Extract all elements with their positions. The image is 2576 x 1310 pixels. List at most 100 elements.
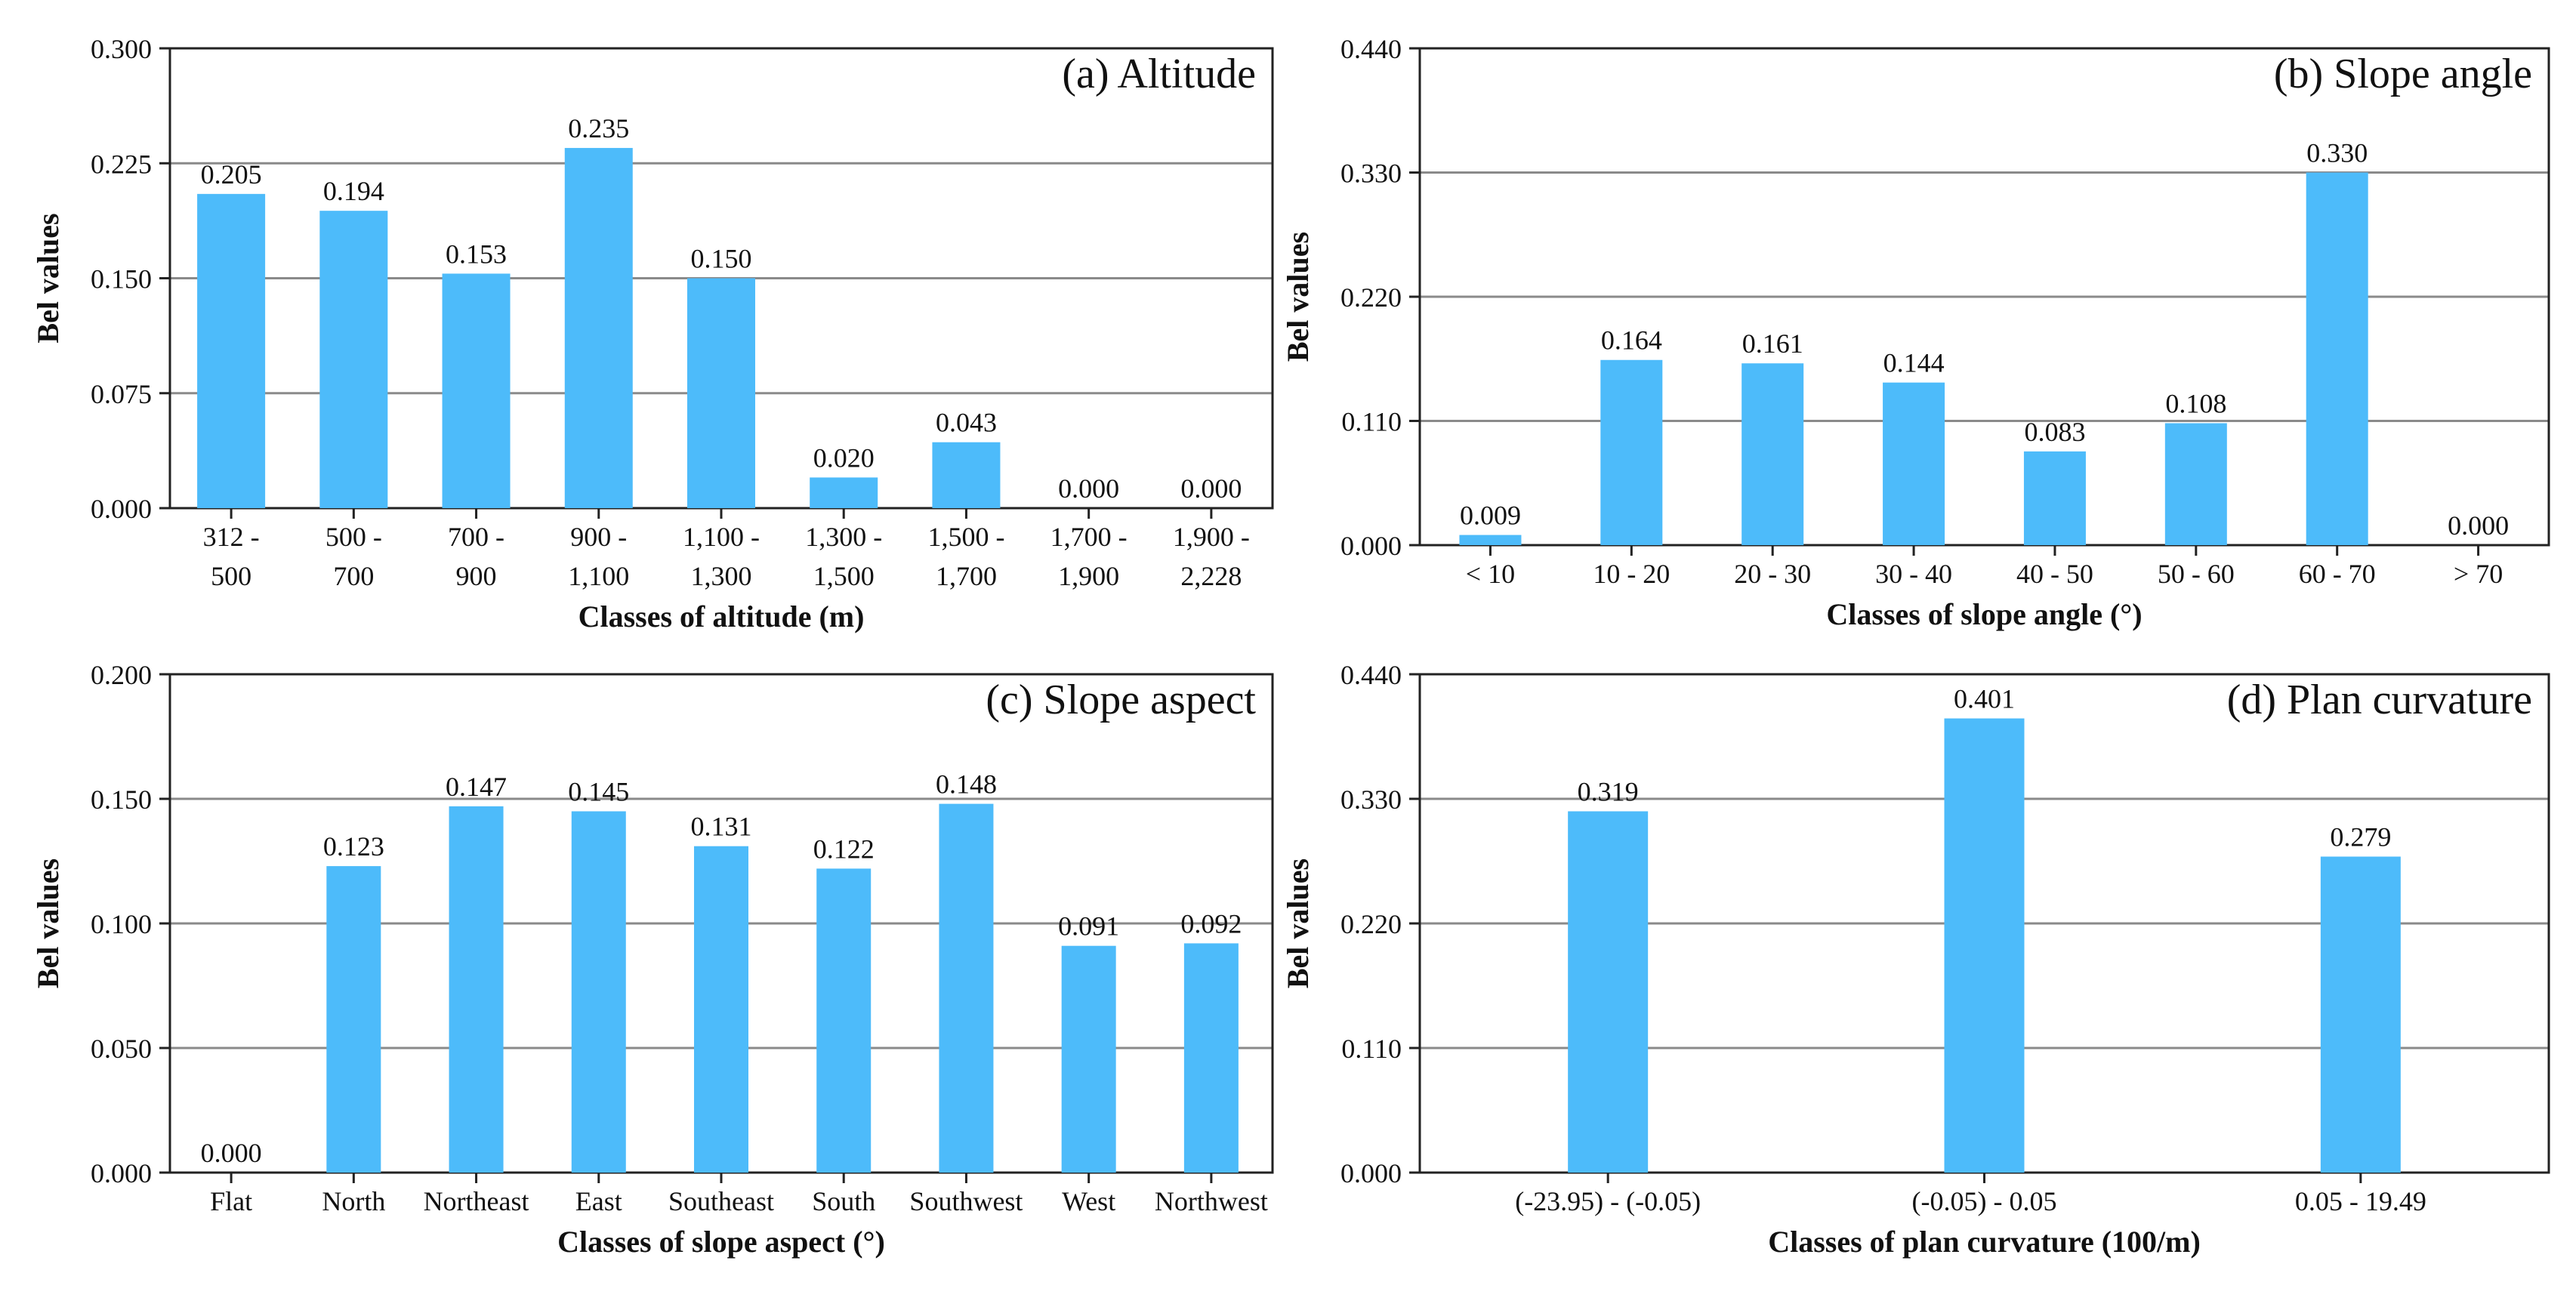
- bar: [442, 273, 511, 508]
- bar: [939, 803, 994, 1173]
- y-axis-label: Bel values: [1281, 232, 1315, 362]
- data-label: 0.122: [813, 834, 875, 864]
- y-tick-label: 0.075: [91, 379, 152, 409]
- x-tick-label: 10 - 20: [1593, 559, 1670, 589]
- panel-title: (d) Plan curvature: [2227, 677, 2532, 723]
- x-axis-label: Classes of slope aspect (°): [557, 1225, 885, 1259]
- bar: [571, 811, 626, 1173]
- x-tick-label: (-23.95) - (-0.05): [1515, 1186, 1701, 1216]
- y-tick-label: 0.050: [91, 1034, 152, 1064]
- x-tick-label: 1,700 -: [1050, 522, 1128, 552]
- data-label: 0.020: [813, 442, 875, 473]
- x-tick-label: 1,900: [1058, 561, 1119, 591]
- x-tick-label: 1,100: [568, 561, 629, 591]
- bar: [2023, 451, 2086, 545]
- y-tick-label: 0.330: [1340, 784, 1402, 815]
- panel-title: (a) Altitude: [1062, 51, 1256, 97]
- x-tick-label: (-0.05) - 0.05: [1912, 1186, 2057, 1216]
- data-label: 0.043: [936, 408, 997, 438]
- chart-panel-2: 0.000 0.050 0.100 0.150 0.200 0.000 Flat 0.123 N…: [31, 660, 1274, 1259]
- x-tick-label: 30 - 40: [1875, 559, 1952, 589]
- bar: [932, 442, 1001, 508]
- bar: [2306, 172, 2368, 545]
- x-axis-label: Classes of slope angle (°): [1826, 597, 2142, 631]
- bar: [1944, 718, 2025, 1173]
- y-tick-label: 0.225: [91, 149, 152, 179]
- y-tick-label: 0.150: [91, 784, 152, 815]
- chart-panel-0: 0.000 0.075 0.150 0.225 0.300 0.205 312 - 500 0.…: [31, 34, 1274, 633]
- data-label: 0.131: [691, 812, 752, 842]
- bar: [1600, 359, 1663, 545]
- y-tick-label: 0.100: [91, 909, 152, 939]
- bar: [1459, 535, 1522, 545]
- data-label: 0.235: [568, 113, 629, 143]
- data-label: 0.401: [1954, 684, 2015, 714]
- data-label: 0.000: [1058, 473, 1119, 504]
- data-label: 0.123: [323, 831, 384, 862]
- data-label: 0.194: [323, 176, 384, 206]
- x-tick-label: Southwest: [909, 1186, 1023, 1216]
- bar: [449, 806, 504, 1173]
- x-tick-label: 500: [211, 561, 251, 591]
- x-tick-label: South: [812, 1186, 875, 1216]
- panel-title: (b) Slope angle: [2274, 51, 2532, 97]
- x-tick-label: Flat: [210, 1186, 252, 1216]
- panel-title: (c) Slope aspect: [986, 677, 1256, 723]
- y-tick-label: 0.110: [1341, 407, 1402, 437]
- x-tick-label: 500 -: [325, 522, 382, 552]
- x-tick-label: 60 - 70: [2299, 559, 2376, 589]
- x-tick-label: 1,900 -: [1173, 522, 1250, 552]
- data-label: 0.279: [2330, 822, 2391, 852]
- data-label: 0.164: [1601, 325, 1662, 356]
- x-tick-label: > 70: [2454, 559, 2503, 589]
- y-tick-label: 0.000: [1340, 1158, 1402, 1188]
- data-label: 0.000: [1180, 473, 1242, 504]
- x-tick-label: East: [575, 1186, 622, 1216]
- data-label: 0.000: [201, 1138, 262, 1168]
- bar: [1061, 945, 1116, 1173]
- y-tick-label: 0.200: [91, 660, 152, 690]
- bar: [319, 211, 388, 508]
- x-tick-label: 1,300 -: [805, 522, 882, 552]
- x-tick-label: 1,700: [936, 561, 997, 591]
- x-tick-label: 2,228: [1180, 561, 1242, 591]
- data-label: 0.009: [1460, 501, 1521, 531]
- y-tick-label: 0.220: [1340, 282, 1402, 313]
- y-axis-label: Bel values: [1281, 858, 1315, 988]
- data-label: 0.000: [2448, 510, 2509, 541]
- x-axis-label: Classes of altitude (m): [578, 600, 865, 633]
- bar: [1183, 943, 1239, 1173]
- bar: [2320, 856, 2401, 1173]
- chart-panel-3: 0.000 0.110 0.220 0.330 0.440 0.319 (-23.95) -…: [1281, 660, 2550, 1259]
- data-label: 0.147: [446, 772, 507, 802]
- bar: [694, 846, 748, 1173]
- x-tick-label: West: [1062, 1186, 1115, 1216]
- x-tick-label: North: [322, 1186, 385, 1216]
- x-tick-label: 700 -: [448, 522, 504, 552]
- y-tick-label: 0.300: [91, 34, 152, 64]
- y-axis-label: Bel values: [31, 858, 65, 988]
- bar: [197, 193, 266, 508]
- x-tick-label: 312 -: [203, 522, 260, 552]
- y-tick-label: 0.440: [1340, 660, 1402, 690]
- y-tick-label: 0.150: [91, 264, 152, 294]
- bar: [816, 868, 872, 1173]
- data-label: 0.092: [1180, 908, 1242, 939]
- y-tick-label: 0.110: [1341, 1034, 1402, 1064]
- x-tick-label: 20 - 30: [1734, 559, 1811, 589]
- y-axis-label: Bel values: [31, 213, 65, 343]
- x-tick-label: < 10: [1466, 559, 1515, 589]
- plot-frame: [1418, 47, 2550, 547]
- y-tick-label: 0.000: [91, 1158, 152, 1188]
- bar: [1568, 811, 1649, 1173]
- x-tick-label: 0.05 - 19.49: [2295, 1186, 2426, 1216]
- bar: [1741, 363, 1804, 545]
- data-label: 0.091: [1058, 911, 1119, 942]
- x-tick-label: Southeast: [668, 1186, 774, 1216]
- y-tick-label: 0.440: [1340, 34, 1402, 64]
- x-tick-label: 700: [333, 561, 374, 591]
- bar: [687, 278, 755, 508]
- x-tick-label: Northwest: [1155, 1186, 1268, 1216]
- data-label: 0.083: [2024, 417, 2085, 447]
